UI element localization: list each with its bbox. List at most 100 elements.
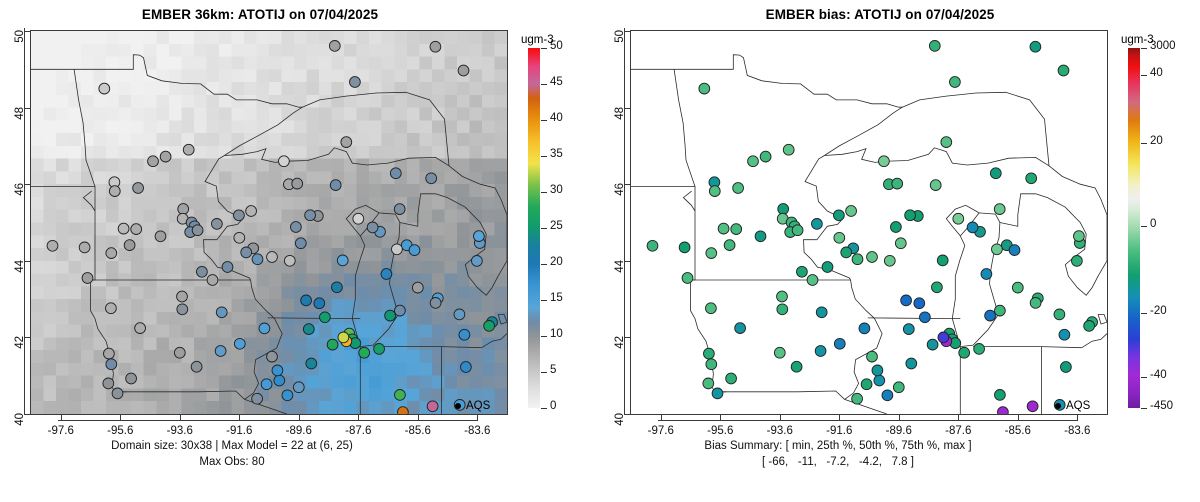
y-tick [24,337,30,339]
y-tick-label: 40 [614,413,626,426]
aqs-legend-model: AQS [455,400,490,412]
x-tick [1077,415,1079,421]
colorbar-tick-label: 20 [550,256,563,268]
bias-caption-line2: [ -66, -11, -7.2, -4.2, 7.8 ] [762,456,914,468]
x-tick-label: -89.6 [885,425,912,437]
colorbar-tick-label: 20 [1150,135,1163,147]
x-tick [958,415,960,421]
y-tick-label: 44 [14,259,26,273]
y-tick [624,260,630,262]
colorbar-tick [541,84,547,85]
x-tick [179,415,181,421]
colorbar-tick [1141,48,1147,49]
x-tick-label: -91.6 [226,425,253,437]
bias-map-canvas [631,40,1107,414]
y-tick [24,107,30,109]
model-caption-line1: Domain size: 30x38 | Max Model = 22 at (… [111,440,353,452]
colorbar-tick-label: 40 [1150,67,1163,79]
y-tick [24,31,30,32]
aqs-dot-icon [1055,403,1061,409]
x-tick [1017,415,1019,421]
colorbar-tick [541,192,547,193]
x-tick [779,415,781,421]
x-tick [660,415,662,421]
x-tick-label: -91.6 [826,425,853,437]
colorbar-tick [1141,226,1147,227]
colorbar-tick-label: 35 [550,148,563,160]
colorbar-tick [1141,377,1147,378]
colorbar-tick-label: 0 [1150,218,1157,230]
colorbar-tick [1141,143,1147,144]
x-tick [839,415,841,421]
panel-model-title: EMBER 36km: ATOTIJ on 07/04/2025 [141,7,379,22]
colorbar-tick-label: 15 [550,292,563,304]
x-axis-line [57,420,479,421]
y-tick-label: 46 [614,183,626,196]
model-colorbar [528,48,540,408]
x-tick-label: -85.6 [404,425,431,437]
bias-colorbar [1128,48,1140,408]
colorbar-tick [541,264,547,265]
x-tick-label: -93.6 [766,425,793,437]
x-tick-label: -83.6 [464,425,491,437]
colorbar-tick-label: 10 [550,328,563,340]
y-tick-label: 50 [614,30,626,43]
y-tick-label: 44 [614,259,626,273]
panel-bias: EMBER bias: ATOTIJ on 07/04/2025 -97.6 -9… [600,0,1200,502]
x-tick-label: -87.6 [945,425,972,437]
x-tick-label: -95.6 [107,425,134,437]
aqs-legend-label: AQS [1066,400,1091,412]
colorbar-tick [1141,313,1147,314]
x-tick-label: -97.6 [47,425,74,437]
x-tick [898,415,900,421]
y-tick [624,337,630,339]
x-tick [120,415,122,421]
colorbar-tick-label: 3000 [1150,40,1176,52]
colorbar-tick [541,300,547,301]
x-tick [417,415,419,421]
colorbar-tick-label: 5 [550,364,557,376]
colorbar-tick-label: 50 [550,40,563,52]
panel-bias-title: EMBER bias: ATOTIJ on 07/04/2025 [765,7,995,22]
y-tick [624,184,630,186]
colorbar-tick [541,372,547,373]
y-tick-label: 48 [14,106,26,120]
colorbar-tick-label: -20 [1150,305,1167,317]
y-tick-label: 46 [14,183,26,196]
x-tick [298,415,300,421]
x-tick [358,415,360,421]
bias-colorbar-unit: ugm-3 [1121,34,1154,46]
y-tick-label: 40 [14,413,26,426]
colorbar-tick [541,408,547,409]
y-tick [624,31,630,32]
y-tick [24,260,30,262]
x-tick [720,415,722,421]
x-tick [239,415,241,421]
x-tick-label: -83.6 [1064,425,1091,437]
y-tick [24,414,30,415]
colorbar-tick [541,336,547,337]
aqs-dot-icon [455,403,461,409]
x-tick-label: -97.6 [647,425,674,437]
colorbar-tick [541,228,547,229]
colorbar-tick-label: 30 [550,184,563,196]
x-tick-label: -85.6 [1004,425,1031,437]
colorbar-tick-label: 40 [550,112,563,124]
colorbar-tick [541,48,547,49]
y-tick-label: 50 [14,30,26,43]
x-tick-label: -87.6 [345,425,372,437]
x-tick-label: -89.6 [285,425,312,437]
y-axis-line [624,28,625,415]
y-tick [624,107,630,109]
panel-model: EMBER 36km: ATOTIJ on 07/04/2025 -97.6 -9… [14,7,563,468]
x-tick [60,415,62,421]
x-tick [477,415,479,421]
x-axis-line [657,420,1079,421]
y-tick-label: 42 [614,336,626,350]
colorbar-tick-label: -40 [1150,369,1167,381]
x-tick-label: -95.6 [707,425,734,437]
colorbar-tick [541,120,547,121]
y-tick [24,184,30,186]
colorbar-tick [1141,75,1147,76]
